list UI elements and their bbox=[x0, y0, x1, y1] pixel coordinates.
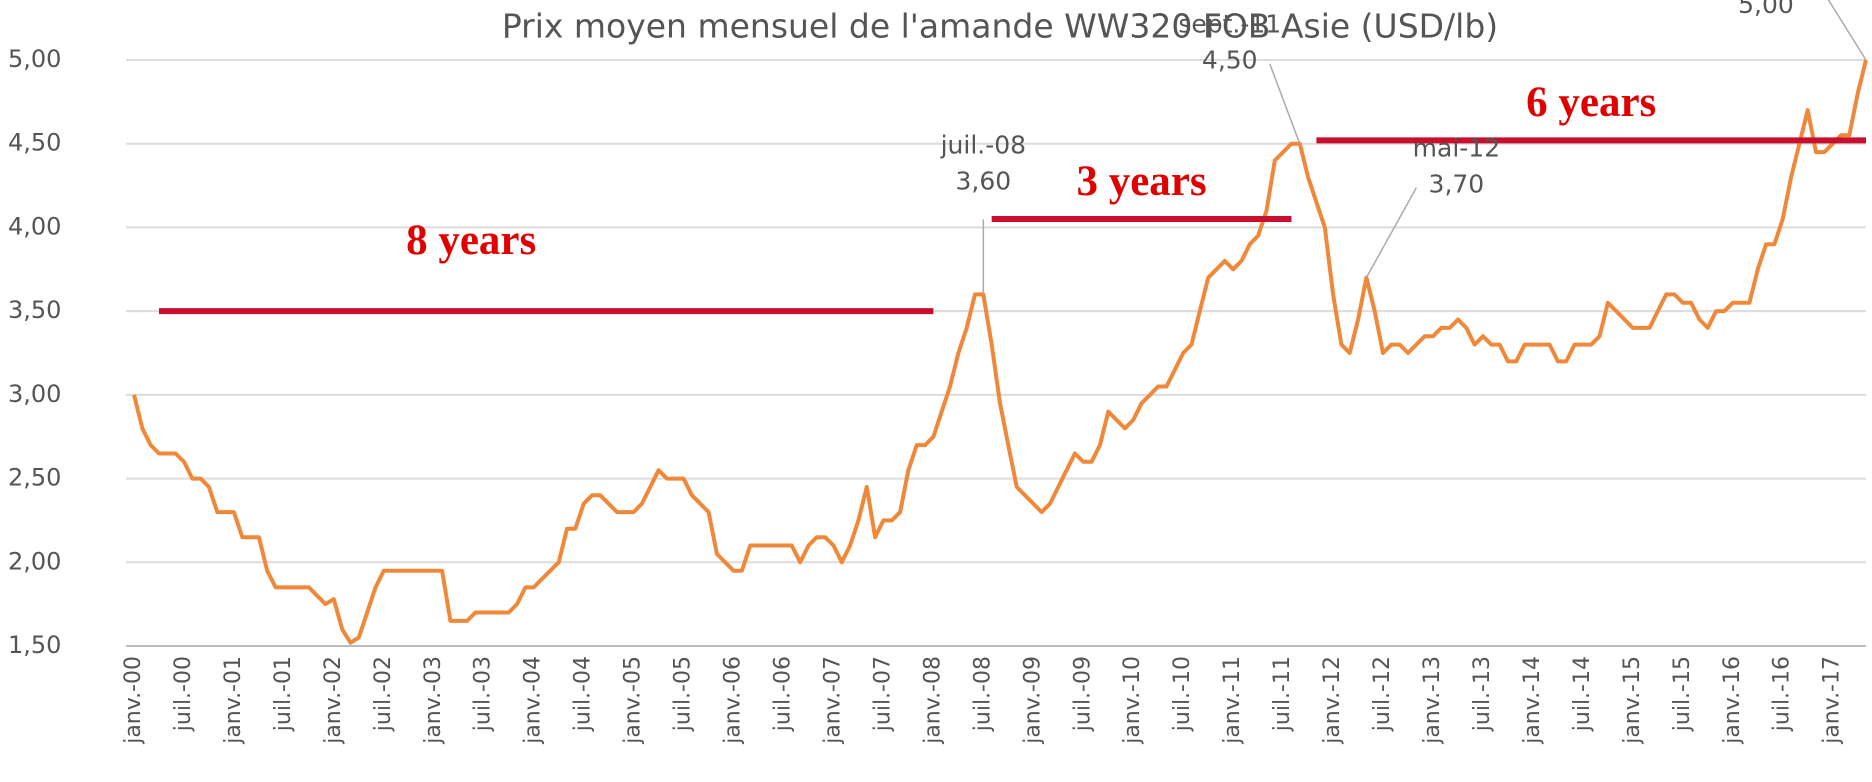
x-tick-label: janv.-07 bbox=[820, 656, 845, 745]
x-tick-label: janv.-08 bbox=[920, 656, 945, 745]
x-tick-label: janv.-06 bbox=[721, 656, 746, 745]
x-tick-label: janv.-09 bbox=[1020, 656, 1045, 745]
x-tick-label: janv.-00 bbox=[121, 656, 146, 745]
x-tick-label: juil.-00 bbox=[171, 656, 196, 732]
x-tick-label: janv.-04 bbox=[521, 656, 546, 745]
x-tick-label: juil.-07 bbox=[870, 656, 895, 732]
x-tick-label: janv.-16 bbox=[1720, 656, 1745, 745]
x-tick-label: janv.-10 bbox=[1120, 656, 1145, 745]
callout-label: juil.-08 bbox=[940, 130, 1026, 159]
y-tick-label: 4,50 bbox=[8, 129, 61, 157]
callout-leader bbox=[1269, 63, 1301, 144]
x-tick-label: juil.-03 bbox=[471, 656, 496, 732]
callout-label: mai-12 bbox=[1413, 134, 1500, 163]
y-tick-label: 1,50 bbox=[8, 631, 61, 659]
x-tick-label: juil.-16 bbox=[1770, 656, 1795, 732]
x-tick-label: juil.-01 bbox=[271, 656, 296, 732]
x-tick-label: janv.-14 bbox=[1520, 656, 1545, 745]
callout-leader bbox=[1827, 0, 1867, 61]
period-label: 3 years bbox=[1076, 158, 1206, 205]
y-tick-label: 2,00 bbox=[8, 547, 61, 575]
callout-label: sept.-11 bbox=[1178, 10, 1281, 39]
callout-value: 4,50 bbox=[1202, 46, 1258, 75]
x-tick-label: juil.-10 bbox=[1170, 656, 1195, 732]
y-tick-label: 4,00 bbox=[8, 212, 61, 240]
x-tick-label: juil.-05 bbox=[671, 656, 696, 732]
x-tick-label: janv.-02 bbox=[321, 656, 346, 745]
callout-value: 3,70 bbox=[1429, 170, 1485, 199]
x-tick-label: juil.-04 bbox=[571, 656, 596, 732]
callout-value: 5,00 bbox=[1738, 0, 1794, 19]
x-tick-label: janv.-17 bbox=[1820, 656, 1845, 745]
x-tick-label: juil.-11 bbox=[1270, 656, 1295, 732]
data-line bbox=[132, 59, 1868, 645]
x-tick-label: juil.-09 bbox=[1070, 656, 1095, 732]
y-tick-label: 2,50 bbox=[8, 464, 61, 492]
x-tick-label: janv.-15 bbox=[1620, 656, 1645, 745]
period-label: 8 years bbox=[406, 217, 536, 264]
x-tick-label: juil.-08 bbox=[970, 656, 995, 732]
x-tick-label: juil.-12 bbox=[1370, 656, 1395, 732]
callout-value: 3,60 bbox=[956, 166, 1012, 195]
x-tick-label: janv.-12 bbox=[1320, 656, 1345, 745]
x-tick-label: janv.-11 bbox=[1220, 656, 1245, 745]
y-tick-label: 3,00 bbox=[8, 380, 61, 408]
x-tick-label: janv.-05 bbox=[621, 656, 646, 745]
chart-title: Prix moyen mensuel de l'amande WW320 FOB… bbox=[502, 7, 1498, 46]
x-tick-label: juil.-06 bbox=[771, 656, 796, 732]
x-tick-label: janv.-13 bbox=[1420, 656, 1445, 745]
y-tick-label: 5,00 bbox=[8, 45, 61, 73]
x-tick-label: juil.-13 bbox=[1470, 656, 1495, 732]
y-tick-label: 3,50 bbox=[8, 296, 61, 324]
x-tick-label: janv.-01 bbox=[221, 656, 246, 745]
callout-leader bbox=[1365, 187, 1418, 279]
x-tick-label: janv.-03 bbox=[421, 656, 446, 745]
period-label: 6 years bbox=[1526, 79, 1656, 126]
x-tick-label: juil.-14 bbox=[1570, 656, 1595, 732]
x-tick-label: juil.-02 bbox=[371, 656, 396, 732]
x-tick-label: juil.-15 bbox=[1670, 656, 1695, 732]
